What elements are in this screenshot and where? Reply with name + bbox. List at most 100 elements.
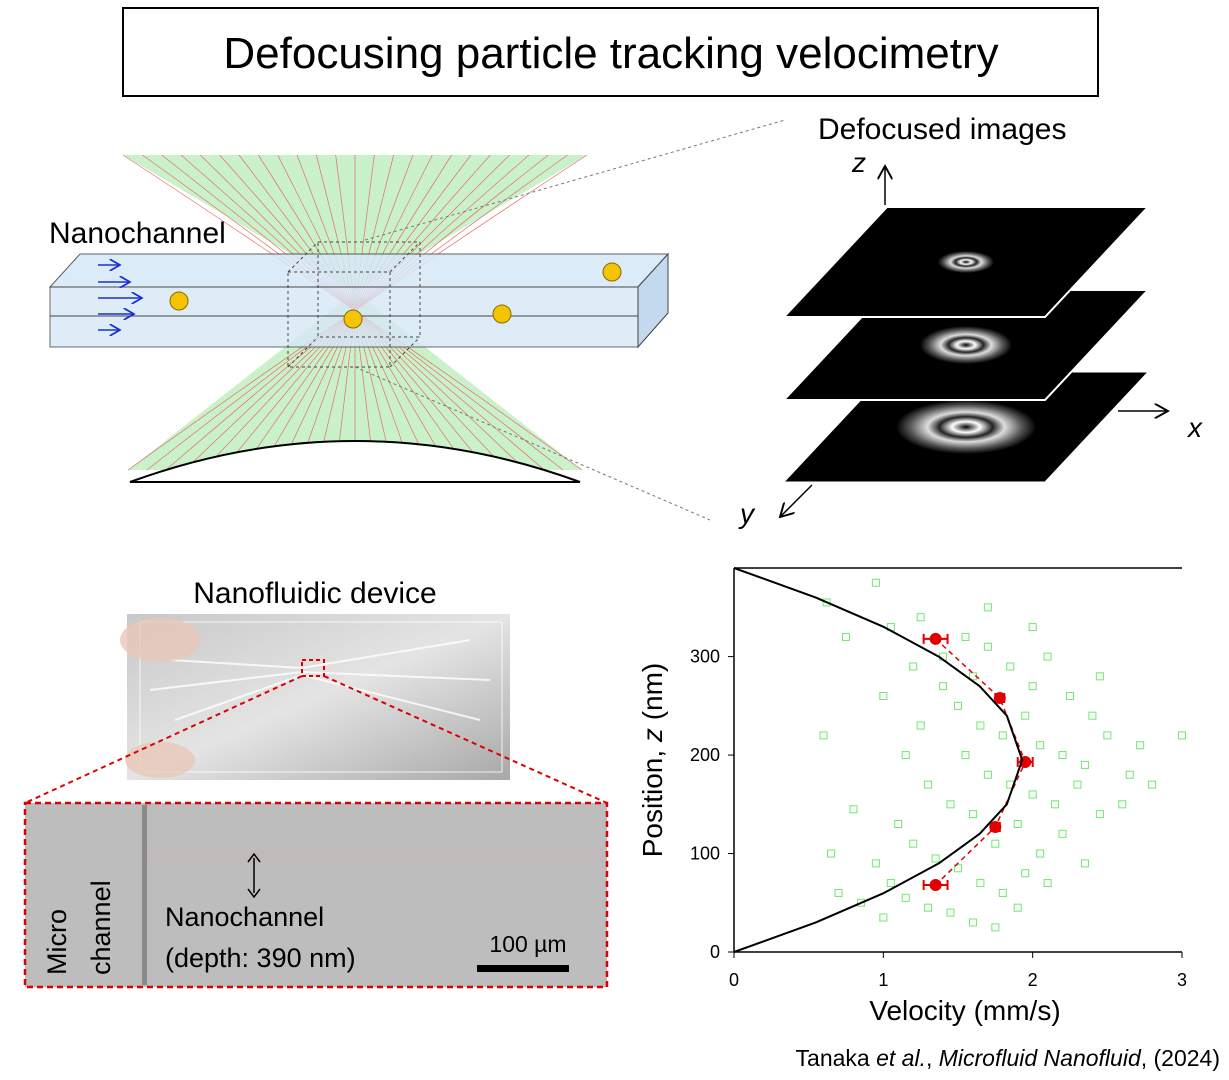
depth-arrow: [247, 852, 261, 899]
y-axis-title: Position, z (nm): [637, 663, 668, 858]
data-point: [1103, 731, 1112, 740]
citation: Tanaka et al., Microfluid Nanofluid, (20…: [796, 1045, 1220, 1071]
focus-box: [287, 241, 421, 368]
mean-point: [993, 691, 1006, 704]
axes-arrows: [780, 166, 1168, 517]
data-point: [1080, 859, 1089, 868]
data-point: [1051, 800, 1060, 809]
data-point: [1043, 652, 1052, 661]
mean-point: [929, 632, 942, 645]
data-point: [901, 751, 910, 760]
cite-etal: et al.: [876, 1045, 926, 1071]
finger: [125, 742, 195, 778]
data-point: [879, 692, 888, 700]
micro-label: channel: [86, 880, 116, 975]
device-title: Nanofluidic device: [193, 577, 436, 610]
data-point: [871, 578, 880, 587]
flow-arrows: [98, 265, 142, 330]
data-point: [1013, 903, 1022, 912]
x-axis-title: Velocity (mm/s): [869, 995, 1060, 1026]
cite-authors: Tanaka: [796, 1045, 877, 1071]
scale-bar-label: 100 µm: [489, 931, 566, 957]
image-planes: [781, 206, 1151, 483]
mean-point: [929, 879, 942, 892]
data-point: [916, 721, 925, 730]
data-point: [1043, 879, 1052, 888]
data-point: [1028, 790, 1037, 799]
data-point: [1058, 751, 1067, 760]
nano-label: Nanochannel: [165, 902, 324, 932]
microchannel-edge: [142, 805, 147, 985]
data-point: [834, 888, 843, 897]
y-title-suffix: (nm): [637, 663, 668, 728]
x-tick-label: 0: [729, 970, 739, 990]
data-point: [1088, 711, 1097, 720]
data-point: [1148, 780, 1157, 789]
data-point: [1080, 760, 1089, 769]
data-point: [1178, 731, 1186, 740]
cite-journal: Microfluid Nanofluid: [939, 1045, 1142, 1071]
data-point: [931, 854, 940, 863]
fit-curve: [733, 567, 1024, 953]
data-point: [983, 770, 992, 779]
data-point: [909, 662, 918, 671]
data-point: [849, 805, 858, 814]
data-point: [901, 893, 910, 902]
data-point: [886, 879, 895, 888]
x-label: x: [1186, 412, 1203, 443]
data-point: [998, 731, 1007, 740]
data-point: [1028, 623, 1037, 632]
micrograph: [23, 801, 609, 989]
y-title-var: z: [637, 728, 668, 743]
data-point: [983, 642, 992, 651]
x-tick-label: 3: [1177, 970, 1187, 990]
data-point: [1028, 682, 1037, 691]
cite-sep: ,: [926, 1045, 939, 1071]
channel-label: Nanochannel: [49, 217, 226, 250]
channel-side: [637, 252, 669, 349]
mean-point: [989, 820, 1002, 833]
data-point: [822, 598, 831, 607]
y-tick-label: 200: [690, 745, 720, 765]
data-point: [879, 913, 888, 922]
title-box: [122, 7, 1099, 97]
nanochannel-band: [147, 845, 605, 863]
data-point: [1136, 741, 1145, 750]
data-point: [954, 701, 962, 710]
data-point: [946, 800, 955, 809]
data-point: [954, 864, 962, 873]
data-point: [909, 839, 918, 848]
data-point: [916, 613, 925, 622]
title: Defocusing particle tracking velocimetry: [223, 29, 998, 78]
finger: [120, 618, 200, 662]
data-point: [983, 603, 992, 612]
data-point: [1073, 780, 1082, 789]
z-label: z: [851, 147, 866, 178]
data-point: [924, 903, 933, 912]
scale-bar: [477, 965, 569, 972]
x-tick-label: 2: [1028, 970, 1038, 990]
data-point: [871, 859, 880, 868]
data-point: [961, 751, 970, 760]
data-point: [827, 849, 836, 858]
data-point: [1006, 662, 1015, 671]
data-point: [991, 923, 1000, 932]
data-point: [819, 731, 828, 740]
data-point: [894, 820, 903, 828]
data-point: [856, 898, 865, 907]
data-point: [842, 632, 850, 641]
micro-label: Micro: [42, 909, 72, 975]
data-point: [1095, 810, 1104, 819]
y-title-prefix: Position,: [637, 742, 668, 857]
data-point: [939, 682, 948, 691]
y-tick-label: 100: [690, 844, 720, 864]
data-point: [968, 810, 977, 819]
mean-line: [935, 638, 1027, 886]
zoom-box: [301, 659, 325, 677]
data-point: [976, 721, 985, 730]
data-point: [1021, 711, 1030, 720]
data-point: [1058, 829, 1067, 838]
lens: [129, 440, 581, 483]
data-point: [991, 839, 1000, 848]
